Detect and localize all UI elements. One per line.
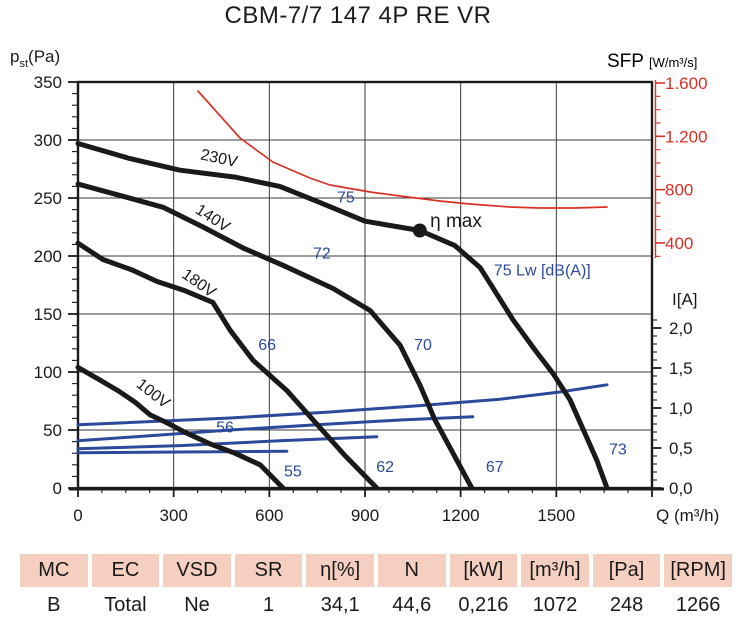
pressure-curve-180V [75,240,380,491]
table-header-cell: [Pa] [592,554,661,587]
pressure-curve-230V [75,141,610,491]
table-header-cell: [RPM] [664,554,732,587]
flow-tick-label: 0 [73,506,82,525]
table-header-cell: MC [20,554,88,587]
sfp-tick-label: 400 [665,234,693,253]
table-value-cell: 0,216 [449,590,518,620]
current-axis-title: I[A] [672,290,698,309]
current-curve-I-230V [76,383,609,427]
table-value-cell: 248 [592,590,661,620]
table-value-cell: 44,6 [377,590,446,620]
table-value-cell: 1072 [521,590,589,620]
chart-axes: 350 300 250 200 150 100 50 00 300 600 900 1200 1500 1… [34,73,708,525]
current-tick-label: 0,0 [669,479,693,498]
pressure-tick-label: 300 [34,131,62,150]
flow-tick-label: 1200 [442,506,480,525]
table-header-cell: [m³/h] [521,554,589,587]
noise-level-label: 67 [486,459,504,476]
sfp-curve [197,90,608,209]
chart-grid [69,80,664,491]
sfp-tick-label: 1.600 [665,74,708,93]
pressure-curve-100V [75,364,286,491]
current-curve-I-100V [76,449,289,455]
flow-tick-label: 900 [351,506,379,525]
pressure-tick-label: 250 [34,189,62,208]
pressure-tick-label: 200 [34,247,62,266]
pressure-tick-label: 150 [34,305,62,324]
sfp-axis-title: SFP [W/m³/s] [607,51,697,72]
noise-level-label: 72 [313,245,331,262]
table-value-cell: Total [91,590,160,620]
table-value-cell: Ne [163,590,231,620]
current-tick-label: 0,5 [669,439,693,458]
current-tick-label: 1,0 [669,399,693,418]
pressure-tick-label: 50 [43,421,62,440]
pressure-tick-label: 100 [34,363,62,382]
page-title: CBM-7/7 147 4P RE VR [224,2,492,29]
flow-tick-label: 1500 [537,506,575,525]
sfp-tick-label: 1.200 [665,127,708,146]
eta-max-label: η max [430,211,482,232]
fan-performance-chart: 350 300 250 200 150 100 50 00 300 600 900 1200 1500 1… [10,47,719,525]
sfp-tick-label: 800 [665,181,693,200]
pressure-axis-title: pst(Pa) [10,47,60,70]
noise-level-label: 73 [609,441,627,458]
performance-table: MC EC VSD SR η[%] N [kW] [m³/h] [Pa] [RP… [20,554,732,620]
table-value-cell: B [20,590,88,620]
noise-level-label: 75 Lw [dB(A)] [494,263,591,280]
table-header-cell: SR [234,554,303,587]
table-header-cell: EC [91,554,160,587]
current-tick-label: 2,0 [669,319,693,338]
table-value-cell: 34,1 [306,590,374,620]
chart-curves [75,90,610,491]
voltage-curve-label: 230V [199,147,239,171]
current-curve-I-140V [76,415,475,443]
flow-tick-label: 600 [255,506,283,525]
noise-level-label: 56 [216,419,234,436]
pressure-tick-label: 350 [34,73,62,92]
eta-max-dot [412,223,427,238]
table-header-cell: [kW] [449,554,518,587]
table-header-row: MC EC VSD SR η[%] N [kW] [m³/h] [Pa] [RP… [20,554,732,587]
noise-level-label: 55 [284,463,302,480]
pressure-curve-140V [75,181,475,491]
flow-tick-label: 300 [160,506,188,525]
flow-axis-title: Q (m³/h) [656,506,719,525]
current-tick-label: 1,5 [669,359,693,378]
noise-level-label: 66 [258,337,276,354]
noise-level-label: 62 [376,459,394,476]
table-value-cell: 1266 [664,590,732,620]
table-header-cell: η[%] [306,554,374,587]
table-value-cell: 1 [234,590,303,620]
noise-level-label: 70 [414,337,432,354]
table-value-row: B Total Ne 1 34,1 44,6 0,216 1072 248 12… [20,590,732,620]
table-header-cell: N [377,554,446,587]
pressure-tick-label: 0 [53,479,62,498]
noise-level-label: 75 [337,190,355,207]
table-header-cell: VSD [163,554,231,587]
